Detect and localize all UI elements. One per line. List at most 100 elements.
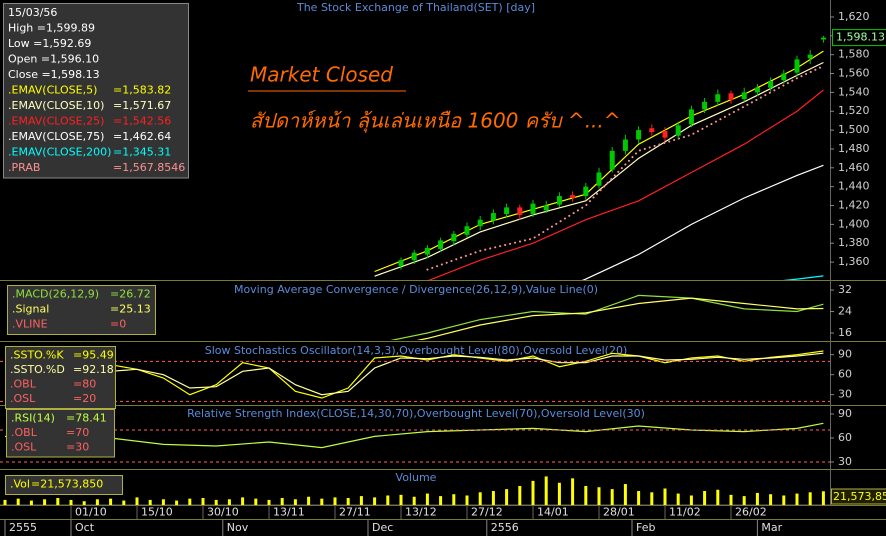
y-tick-label: 32 <box>838 283 852 296</box>
candle-body <box>702 101 708 110</box>
candle-body <box>570 195 576 198</box>
candle-body <box>794 59 800 73</box>
volume-bar <box>597 487 601 505</box>
volume-bar <box>122 500 126 505</box>
candle-body <box>820 37 826 40</box>
volume-bar <box>491 491 495 505</box>
candle-body <box>662 131 668 138</box>
candle-body <box>741 92 747 99</box>
legend-name: Low =1,592.69 <box>8 37 91 50</box>
candle-body <box>411 252 417 261</box>
volume-bar <box>16 498 20 505</box>
y-tick-label: 30 <box>838 388 852 401</box>
y-tick-label: 1,520 <box>838 104 870 117</box>
y-tick-label: 1,580 <box>838 48 870 61</box>
candle-body <box>583 186 589 197</box>
series-line <box>390 294 824 340</box>
volume-bar <box>82 501 86 505</box>
x-tick-label: 15/10 <box>141 506 173 519</box>
volume-bar <box>425 493 429 505</box>
series-line <box>581 164 824 280</box>
y-tick-label: 90 <box>838 348 852 361</box>
y-tick-label: 1,540 <box>838 85 870 98</box>
y-tick-label: 1,620 <box>838 10 870 23</box>
volume-bar <box>346 498 350 505</box>
candle-body <box>490 213 496 221</box>
candle-body <box>754 87 760 93</box>
legend-value: =0 <box>110 318 126 331</box>
volume-bar <box>267 499 271 505</box>
y-tick-label: 1,500 <box>838 123 870 136</box>
legend-name: .MACD(26,12,9) <box>12 288 99 301</box>
volume-bar <box>333 497 337 505</box>
y-tick-label: 60 <box>838 431 852 444</box>
volume-bar <box>439 496 443 505</box>
pane <box>0 422 830 463</box>
x-tick-label: 13/11 <box>273 506 305 519</box>
legend-value: =1,567.8546 <box>113 161 185 174</box>
x-tick-label: 14/01 <box>537 506 569 519</box>
volume-bar <box>307 496 311 505</box>
month-tick-label: 2556 <box>491 521 519 534</box>
legend-value: =1,583.82 <box>113 83 171 96</box>
legend-value: =1,462.64 <box>113 130 171 143</box>
volume-bar <box>109 498 113 505</box>
volume-bar <box>623 484 627 505</box>
candle-body <box>543 205 549 211</box>
legend-box <box>6 409 115 458</box>
legend-value: =80 <box>73 377 96 390</box>
legend-name: .RSI(14) <box>11 411 55 424</box>
volume-bar <box>227 499 231 505</box>
candle-body <box>398 260 404 266</box>
candle-body <box>636 130 642 140</box>
month-tick-label: Nov <box>227 521 249 534</box>
volume-bar <box>571 478 575 505</box>
legend-name: .EMAV(CLOSE,75) <box>8 130 104 143</box>
candle-body <box>649 128 655 132</box>
legend-value: =95.49 <box>73 348 114 361</box>
legend-name: 15/03/56 <box>8 6 57 19</box>
y-tick-label: 1,560 <box>838 67 870 80</box>
legend-name: Close =1,598.13 <box>8 68 100 81</box>
volume-bar <box>531 480 535 505</box>
last-price-box <box>832 29 886 47</box>
volume-bar <box>3 499 7 505</box>
candle-body <box>688 109 694 125</box>
annotation: สัปดาห์หน้า ลุ้นเล่นเหนือ 1600 ครับ ^...… <box>250 109 621 134</box>
series-line <box>426 65 825 271</box>
volume-bar <box>148 499 152 505</box>
volume-bar <box>188 498 192 505</box>
volume-bar <box>69 499 73 505</box>
volume-bar <box>399 494 403 505</box>
y-tick-label: 1,380 <box>838 236 870 249</box>
volume-bar <box>29 500 33 505</box>
legend-name: .OBL <box>11 426 38 439</box>
x-tick-label: 11/02 <box>669 506 701 519</box>
legend-value: =78.41 <box>66 411 107 424</box>
volume-bar <box>703 491 707 505</box>
volume-bar <box>43 499 47 505</box>
pane-title: Moving Average Convergence / Divergence(… <box>234 283 598 296</box>
legend-name: High =1,599.89 <box>8 21 95 34</box>
legend-name: .EMAV(CLOSE,200) <box>8 145 111 158</box>
candle-body <box>424 247 430 255</box>
volume-bar <box>676 493 680 505</box>
legend-box <box>5 346 116 409</box>
y-tick-label: 1,480 <box>838 142 870 155</box>
legend-value: =25.13 <box>110 303 151 316</box>
volume-bar <box>478 492 482 505</box>
candle-body <box>477 219 483 227</box>
annotation: Market Closed <box>250 63 393 87</box>
legend-name: .EMAV(CLOSE,25) <box>8 114 104 127</box>
volume-bar <box>584 485 588 505</box>
volume-bar <box>689 495 693 505</box>
candle-body <box>464 226 470 235</box>
candle-body <box>728 93 734 100</box>
y-tick-label: 16 <box>838 326 852 339</box>
volume-bar <box>742 496 746 505</box>
candle-body <box>596 172 602 186</box>
volume-bar <box>254 498 258 505</box>
legend-value: =92.18 <box>73 363 114 376</box>
legend-value: =1,571.67 <box>113 99 171 112</box>
